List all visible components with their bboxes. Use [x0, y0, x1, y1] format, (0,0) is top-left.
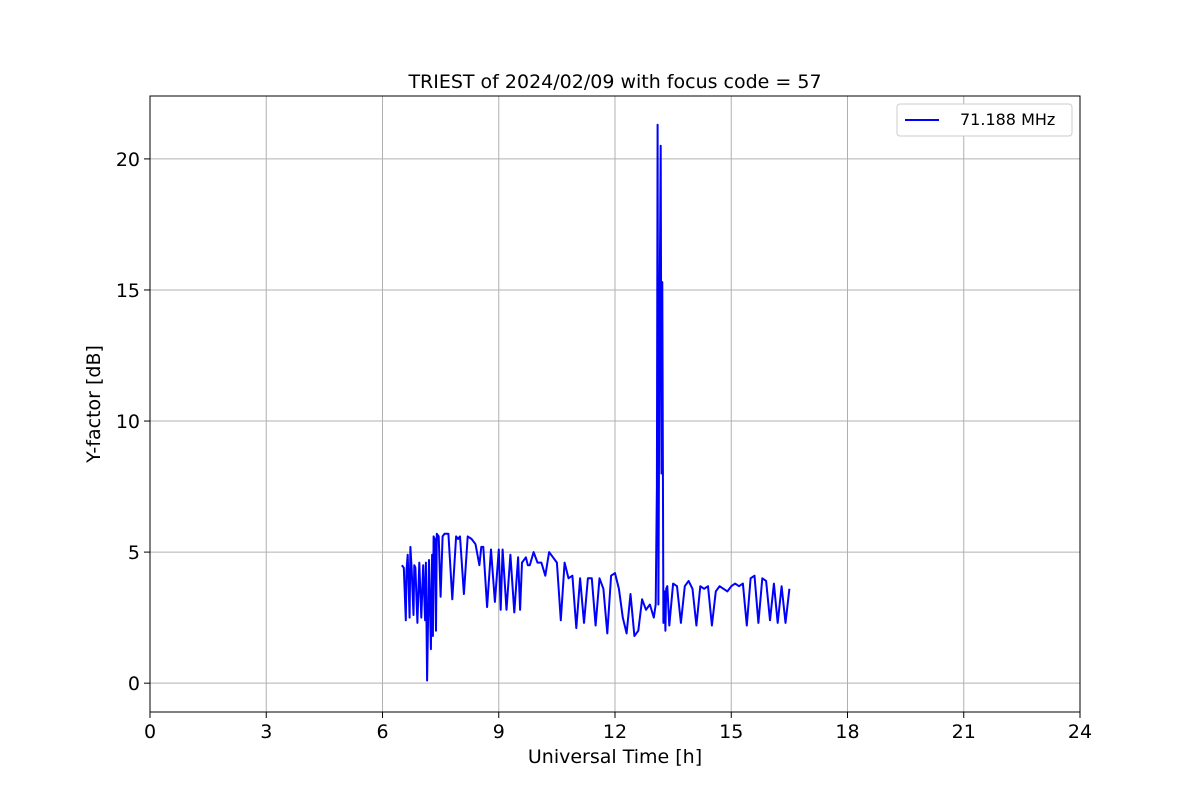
x-tick-label-1: 3: [260, 721, 272, 743]
legend: 71.188 MHz: [896, 103, 1073, 137]
legend-label: 71.188 MHz: [960, 110, 1055, 129]
x-tick-label-5: 15: [719, 721, 743, 743]
series-line-0: [401, 123, 791, 682]
y-tick-label-4: 20: [116, 149, 140, 171]
y-tick-label-3: 15: [116, 280, 140, 302]
y-axis-label: Y-factor [dB]: [83, 345, 105, 464]
series-layer: [401, 123, 791, 682]
y-tick-label-0: 0: [128, 673, 140, 695]
x-tick-label-8: 24: [1068, 721, 1092, 743]
chart-title: TRIEST of 2024/02/09 with focus code = 5…: [407, 71, 821, 93]
tick-layer: 0 3 6 9 12 15 18 21 24 0 5 10 15 20: [116, 149, 1092, 743]
x-axis-label: Universal Time [h]: [528, 746, 702, 768]
y-tick-label-1: 5: [128, 542, 140, 564]
x-tick-label-4: 12: [603, 721, 627, 743]
x-tick-label-0: 0: [144, 721, 156, 743]
legend-box: [896, 103, 1073, 137]
x-tick-label-2: 6: [376, 721, 388, 743]
y-tick-label-2: 10: [116, 411, 140, 433]
x-tick-label-3: 9: [493, 721, 505, 743]
x-tick-label-6: 18: [835, 721, 859, 743]
x-tick-label-7: 21: [952, 721, 976, 743]
